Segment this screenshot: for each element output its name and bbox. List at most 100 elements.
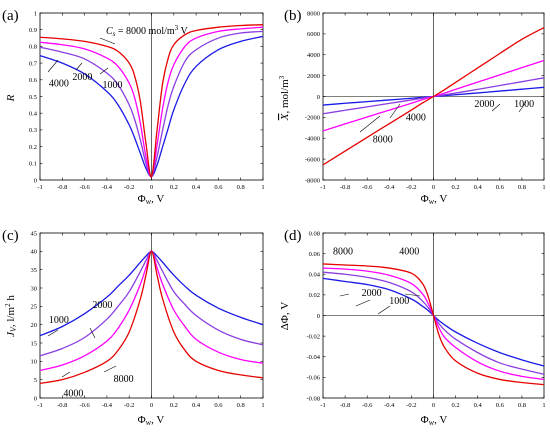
x-tick-label: -1 [320, 402, 325, 409]
x-tick-label: 0.8 [237, 402, 245, 409]
y-tick-label: 10 [31, 359, 38, 366]
annotation-leader [518, 101, 527, 113]
y-tick-label: 0.02 [309, 292, 320, 299]
x-tick-label: 1 [261, 184, 264, 191]
x-axis-label: Φw, V [138, 414, 165, 427]
y-tick-label: -0.08 [306, 395, 320, 402]
x-tick-label: 0.2 [452, 184, 460, 191]
series-annotation: 2000 [362, 288, 382, 299]
x-tick-label: 0.8 [518, 402, 526, 409]
y-tick-label: -2000 [305, 115, 320, 122]
x-tick-label: -0.2 [406, 402, 416, 409]
y-tick-label: -0.04 [306, 354, 320, 361]
x-tick-label: 0.4 [474, 402, 483, 409]
panel-label: (a) [2, 8, 19, 24]
x-axis-label: Φw, V [421, 414, 448, 427]
y-axis-label: R [5, 94, 17, 102]
x-tick-label: -0.8 [57, 184, 67, 191]
annotation-leader [404, 293, 421, 297]
annotation-leader [75, 62, 83, 71]
x-tick-label: 0.4 [474, 184, 483, 191]
y-tick-label: 0.4 [29, 111, 38, 118]
y-tick-label: 15 [31, 340, 38, 347]
annotation-leader [491, 103, 501, 112]
series-line-8000 [322, 27, 545, 166]
y-tick-label: 0.2 [29, 144, 37, 151]
x-tick-label: -0.6 [79, 402, 90, 409]
chart-panel-c: -1 -0.8 -0.6 -0.4 -0.2 0 0.2 0.4 0.6 0.8 105101520… [2, 228, 265, 427]
chart-panel-a: -1 -0.8 -0.6 -0.4 -0.2 0 0.2 0.4 0.6 0.8 1 0 0.1 0.2 0… [2, 8, 265, 206]
y-tick-label: 0.5 [29, 94, 37, 101]
panel-label: (c) [2, 228, 19, 244]
y-tick-label: -4000 [305, 136, 320, 143]
x-tick-label: -0.4 [102, 402, 113, 409]
y-tick-label: 0.8 [29, 44, 37, 51]
chart-panel-d: -1 -0.8 -0.6 -0.4 -0.2 0 0.2 0.4 0.6 0.8 1 -0.08 -0.… [279, 228, 546, 427]
x-tick-label: -0.4 [102, 184, 113, 191]
x-tick-label: 0.6 [496, 184, 505, 191]
panel-label: (d) [284, 228, 302, 244]
x-tick-label: 0.2 [170, 184, 178, 191]
y-tick-label: 1 [34, 10, 37, 17]
x-tick-label: -1 [37, 402, 42, 409]
series-annotation: 1000 [102, 80, 122, 91]
x-tick-label: 1 [542, 402, 545, 409]
y-tick-label: 0.3 [29, 127, 37, 134]
annotation-leader [339, 293, 350, 297]
y-axis-label: ΔΦ, V [279, 302, 291, 331]
y-tick-label: 5 [34, 377, 37, 384]
y-tick-label: 20 [31, 322, 38, 329]
x-tick-label: -0.2 [124, 402, 134, 409]
x-tick-label: 1 [261, 402, 264, 409]
series-annotation: 4000 [399, 247, 419, 258]
series-annotation: 2000 [92, 300, 112, 311]
y-tick-label: 0.6 [29, 77, 38, 84]
y-tick-label: 0 [317, 313, 320, 320]
y-tick-label: 2000 [307, 73, 320, 80]
x-tick-label: -1 [37, 184, 42, 191]
x-tick-label: 0 [150, 402, 153, 409]
chart-panel-b: -1 -0.8 -0.6 -0.4 -0.2 0 0.2 0.4 0.6 0.8 1 -8000 -60… [278, 8, 546, 206]
series-line-8000 [322, 263, 545, 386]
series-annotation: 4000 [49, 78, 69, 89]
y-tick-label: 0 [317, 94, 320, 101]
x-tick-label: 0.6 [214, 184, 223, 191]
y-axis-label: X, mol/m3 [278, 75, 291, 121]
x-tick-label: -0.4 [384, 402, 395, 409]
y-tick-label: 0.1 [29, 161, 37, 168]
x-tick-label: 0.2 [170, 402, 178, 409]
panel-label: (b) [284, 8, 302, 24]
x-tick-label: 0 [432, 402, 435, 409]
y-axis-label: JV, l/m2 h [4, 295, 18, 337]
y-tick-label: -0.06 [306, 375, 320, 382]
y-tick-label: 0.7 [29, 60, 38, 67]
series-line-8000 [39, 24, 264, 178]
x-axis-label: Φw, V [138, 193, 165, 206]
series-annotation: 1000 [389, 296, 409, 307]
annotation-leader [47, 329, 59, 337]
x-tick-label: -0.8 [57, 402, 67, 409]
x-tick-label: 0.8 [237, 184, 245, 191]
x-tick-label: 1 [542, 184, 545, 191]
y-tick-label: 0.08 [309, 230, 320, 237]
y-tick-label: 0.9 [29, 27, 37, 34]
x-tick-label: 0.4 [192, 184, 201, 191]
annotation-leader [355, 299, 371, 307]
x-tick-label: -0.2 [124, 184, 134, 191]
y-tick-label: 45 [31, 230, 38, 237]
series-annotation: 2000 [474, 99, 494, 110]
annotation-leader [389, 103, 401, 119]
y-tick-label: 0.04 [309, 272, 321, 279]
series-annotation: 8000 [114, 374, 134, 385]
series-annotation: 2000 [72, 72, 92, 83]
y-tick-label: 0 [34, 177, 37, 184]
series-annotation: 8000 [373, 134, 393, 145]
annotation-leader [89, 327, 96, 339]
concentration-label: Cs = 8000 mol/m3 V [106, 24, 188, 38]
annotation-leader [377, 305, 391, 315]
annotation-leader [103, 365, 117, 373]
x-tick-label: 0 [150, 184, 153, 191]
y-tick-label: -0.02 [306, 333, 320, 340]
x-tick-label: 0.6 [214, 402, 223, 409]
